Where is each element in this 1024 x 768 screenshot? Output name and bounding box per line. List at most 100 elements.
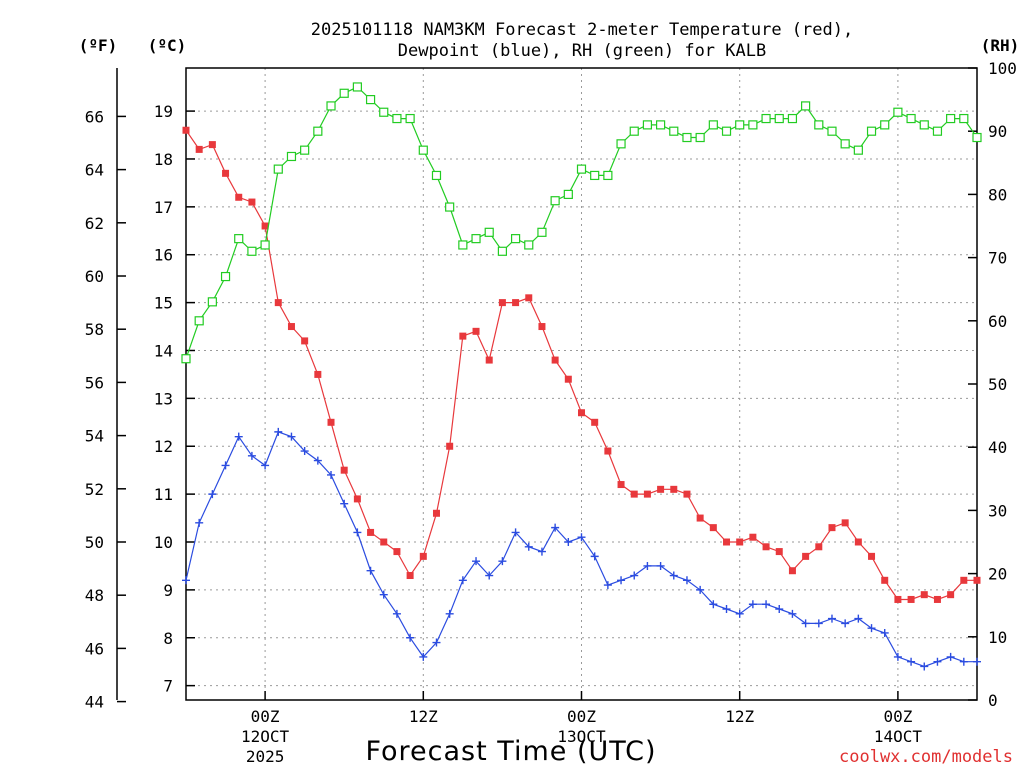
rh-tick-label: 90	[988, 122, 1007, 141]
temperature-point	[815, 543, 823, 551]
dewpoint-point	[775, 605, 784, 614]
rh-point	[181, 354, 191, 364]
dewpoint-point	[722, 605, 731, 614]
temperature-point	[881, 576, 889, 584]
rh-point	[814, 120, 824, 130]
f-tick-label: 54	[85, 427, 104, 446]
dewpoint-point	[973, 657, 981, 666]
rh-point	[537, 227, 547, 237]
dewpoint-point	[313, 456, 322, 465]
rh-point	[550, 196, 560, 206]
dewpoint-point	[788, 609, 797, 618]
f-tick-label: 66	[85, 107, 104, 126]
dewpoint-point	[327, 470, 336, 479]
dewpoint-point	[221, 461, 230, 470]
temperature-point	[736, 538, 744, 546]
rh-point	[471, 234, 481, 244]
dewpoint-point	[841, 619, 850, 628]
temperature-point	[604, 447, 612, 455]
c-tick-label: 11	[154, 485, 173, 504]
rh-point	[379, 107, 389, 117]
temperature-point	[696, 514, 704, 522]
temperature-point	[222, 169, 230, 177]
credit-text: coolwx.com/models	[839, 747, 1013, 767]
rh-point	[655, 120, 666, 130]
dewpoint-point	[379, 590, 388, 599]
dewpoint-point	[762, 600, 771, 609]
dewpoint-point	[182, 576, 190, 585]
fahrenheit-axis-unit: (ºF)	[79, 36, 118, 55]
temperature-point	[274, 299, 282, 307]
rh-point	[576, 164, 587, 174]
rh-point	[418, 145, 428, 155]
rh-point	[959, 113, 969, 124]
dewpoint-point	[669, 571, 678, 580]
series-layer	[181, 82, 982, 671]
temperature-point	[353, 495, 361, 503]
temperature-point	[235, 193, 243, 201]
dewpoint-point	[287, 432, 296, 441]
c-tick-label: 17	[154, 198, 173, 217]
c-tick-label: 12	[154, 437, 173, 456]
temperature-point	[485, 356, 493, 364]
rh-point	[458, 240, 468, 250]
dewpoint-point	[814, 619, 823, 628]
f-tick-label: 58	[85, 320, 104, 339]
rh-series	[181, 82, 982, 364]
x-tick-year: 2025	[246, 747, 285, 766]
rh-point	[695, 132, 705, 143]
temperature-series	[182, 126, 981, 603]
dewpoint-point	[366, 566, 375, 575]
rh-point	[445, 202, 455, 212]
dewpoint-point	[867, 624, 876, 633]
rh-point	[603, 170, 613, 181]
dewpoint-point	[261, 461, 270, 470]
dewpoint-point	[419, 652, 428, 661]
c-tick-label: 18	[154, 150, 173, 169]
rh-point	[721, 126, 732, 136]
c-tick-label: 14	[154, 341, 173, 360]
chart-title-line-2: Dewpoint (blue), RH (green) for KALB	[398, 41, 766, 61]
dewpoint-point	[511, 528, 520, 537]
x-tick-date: 12OCT	[241, 727, 290, 746]
temperature-point	[617, 481, 625, 489]
temperature-point	[630, 490, 638, 498]
x-axis-label: Forecast Time (UTC)	[365, 736, 656, 767]
rh-tick-label: 50	[988, 375, 1007, 394]
dewpoint-point	[195, 518, 204, 527]
c-tick-label: 10	[154, 533, 173, 552]
rh-point	[880, 120, 890, 130]
dewpoint-point	[458, 576, 467, 585]
dewpoint-point	[603, 581, 612, 590]
f-tick-label: 48	[85, 586, 104, 605]
f-tick-label: 62	[85, 214, 104, 233]
dewpoint-point	[880, 628, 889, 637]
c-tick-label: 19	[154, 102, 173, 121]
rh-axis: 0 10 20 30 40 50 60 70 80 90 100	[968, 59, 1017, 710]
temperature-point	[670, 485, 678, 493]
temperature-point	[564, 375, 572, 383]
dewpoint-series	[182, 427, 981, 671]
rh-point	[273, 164, 283, 174]
rh-point	[801, 101, 811, 111]
plot-frame	[185, 67, 978, 701]
rh-point	[866, 126, 877, 136]
rh-point	[616, 139, 626, 149]
rh-point	[629, 126, 639, 136]
c-tick-label: 16	[154, 246, 173, 265]
temperature-point	[512, 299, 520, 307]
temperature-point	[749, 533, 757, 541]
rh-point	[207, 297, 217, 307]
rh-tick-label: 80	[988, 185, 1007, 204]
dewpoint-point	[208, 490, 217, 499]
celsius-axis: 7 8 9 10 11 12 13 14 15 16 17 18 19	[154, 102, 195, 696]
dewpoint-point	[537, 547, 546, 556]
dewpoint-point	[959, 657, 968, 666]
dewpoint-point	[551, 523, 560, 532]
temperature-point	[973, 576, 981, 584]
temperature-point	[933, 595, 941, 603]
temperature-point	[393, 548, 401, 556]
f-tick-label: 52	[85, 480, 104, 499]
temperature-point	[459, 332, 467, 340]
dewpoint-point	[432, 638, 441, 647]
